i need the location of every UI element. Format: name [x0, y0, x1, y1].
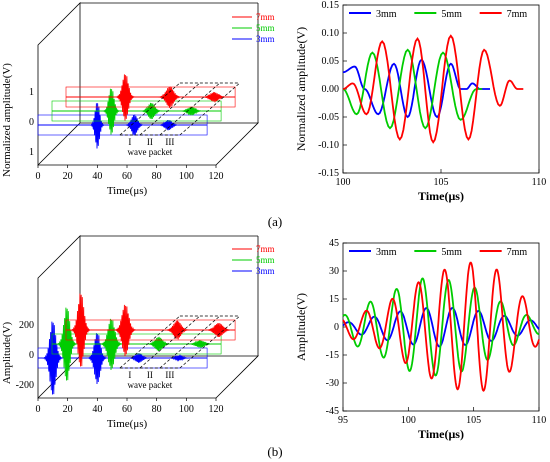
legend-label-7mm: 7mm: [507, 247, 528, 258]
series-line-7mm: [66, 74, 236, 121]
x-tick-label: 0: [36, 404, 41, 415]
x-tick-label: 40: [92, 404, 102, 415]
y-tick-label: -0.05: [318, 112, 339, 123]
y-axis-label: Amplitude(V): [294, 293, 308, 361]
x-tick-label: 40: [92, 171, 102, 182]
legend-label-7mm: 7mm: [256, 12, 275, 22]
x-tick-label: 120: [209, 404, 224, 415]
x-tick-label: 105: [466, 415, 481, 426]
packet-label-III: III: [165, 370, 174, 380]
x-tick-label: 110: [532, 415, 547, 426]
x-tick-label: 0: [36, 171, 41, 182]
y-tick-label: 0: [334, 322, 339, 333]
x-axis-label: Time(μs): [107, 185, 148, 197]
series-line-7mm: [342, 34, 524, 144]
legend-label-3mm: 3mm: [256, 266, 275, 276]
y-tick-label: -0.15: [318, 168, 339, 179]
packet-divider: [159, 82, 221, 136]
y-tick-label: 0.05: [322, 56, 340, 67]
legend-label-5mm: 5mm: [441, 247, 462, 258]
panel-label-a: (a): [268, 214, 282, 229]
x-axis-label: Time(μs): [107, 418, 148, 430]
y-axis-label: Normalized amplitude(V): [1, 63, 13, 177]
packet-divider: [139, 82, 201, 136]
chart-b-left: 0 20 40 60 80 100 120 Time(μs) -200 0 200 Amplitude…: [1, 235, 275, 430]
y-tick-label: -30: [326, 378, 339, 389]
series-line-3mm: [342, 58, 490, 119]
legend-label-3mm: 3mm: [376, 247, 397, 258]
y-tick-label: 0.15: [322, 0, 340, 11]
y-tick-label: 0: [29, 117, 34, 128]
y-tick-label: 15: [329, 294, 339, 305]
left-wall: [37, 235, 81, 399]
x-tick-label: 100: [401, 415, 416, 426]
chart-b-right: 95 100 105 110 -45 -30 -15 0 15 30 45 Time(μs) Ampli…: [294, 238, 546, 441]
x-tick-label: 110: [532, 177, 547, 188]
series-line-3mm: [38, 103, 208, 149]
y-axis-label: Amplitude(V): [1, 322, 13, 385]
x-axis-label: Time(μs): [418, 427, 464, 441]
x-tick-label: 80: [152, 404, 162, 415]
series-line-7mm: [342, 261, 540, 392]
x-axis-label: Time(μs): [418, 189, 464, 203]
y-tick-label: 0: [29, 350, 34, 361]
y-tick-label: 45: [329, 238, 339, 249]
legend-label-5mm: 5mm: [441, 9, 462, 20]
x-tick-label: 100: [179, 404, 194, 415]
x-tick-label: 100: [179, 171, 194, 182]
packet-label-I: I: [128, 370, 131, 380]
y-tick-label: 1: [29, 87, 34, 98]
packet-label-III: III: [165, 137, 174, 147]
y-tick-label: -15: [326, 350, 339, 361]
y-tick-label: 0.00: [322, 84, 340, 95]
wave-packet-label: wave packet: [128, 147, 173, 157]
series-line-5mm: [342, 48, 483, 130]
packet-divider: [159, 315, 221, 369]
x-tick-label: 20: [63, 171, 73, 182]
left-wall: [37, 2, 81, 166]
wave-packet-label: wave packet: [128, 380, 173, 390]
legend-label-5mm: 5mm: [256, 23, 275, 33]
y-axis-label: Normalized amplitude(V): [294, 27, 308, 151]
y-tick-label: 1: [29, 147, 34, 158]
x-tick-label: 120: [209, 171, 224, 182]
packet-divider: [179, 315, 241, 369]
y-tick-label: -45: [326, 406, 339, 417]
x-tick-label: 20: [63, 404, 73, 415]
y-tick-label: 30: [329, 266, 339, 277]
packet-divider: [179, 82, 241, 136]
x-tick-label: 100: [336, 177, 351, 188]
packet-label-II: II: [147, 370, 153, 380]
series-line-5mm: [342, 277, 540, 377]
packet-label-II: II: [147, 137, 153, 147]
chart-a-right: 100 105 110 -0.15 -0.10 -0.05 0.00 0.05 0.10 0.15…: [294, 0, 546, 203]
chart-a-left: 0 20 40 60 80 100 120 Time(μs) 1 0 1 Normalized amp…: [1, 2, 275, 197]
x-tick-label: 95: [338, 415, 348, 426]
series-line-7mm: [66, 293, 236, 367]
packet-divider: [119, 82, 181, 136]
legend-label-3mm: 3mm: [256, 34, 275, 44]
panel-label-b: (b): [267, 444, 282, 459]
packet-label-I: I: [128, 137, 131, 147]
legend-label-7mm: 7mm: [507, 9, 528, 20]
x-tick-label: 60: [122, 171, 132, 182]
packet-divider: [139, 315, 201, 369]
y-tick-label: 0.10: [322, 28, 340, 39]
y-tick-label: -200: [16, 380, 34, 391]
legend-label-7mm: 7mm: [256, 244, 275, 254]
y-tick-label: -0.10: [318, 140, 339, 151]
x-tick-label: 60: [122, 404, 132, 415]
y-tick-label: 200: [19, 320, 34, 331]
x-tick-label: 80: [152, 171, 162, 182]
x-tick-label: 105: [434, 177, 449, 188]
legend-label-3mm: 3mm: [376, 9, 397, 20]
legend-label-5mm: 5mm: [256, 255, 275, 265]
packet-divider: [119, 315, 181, 369]
